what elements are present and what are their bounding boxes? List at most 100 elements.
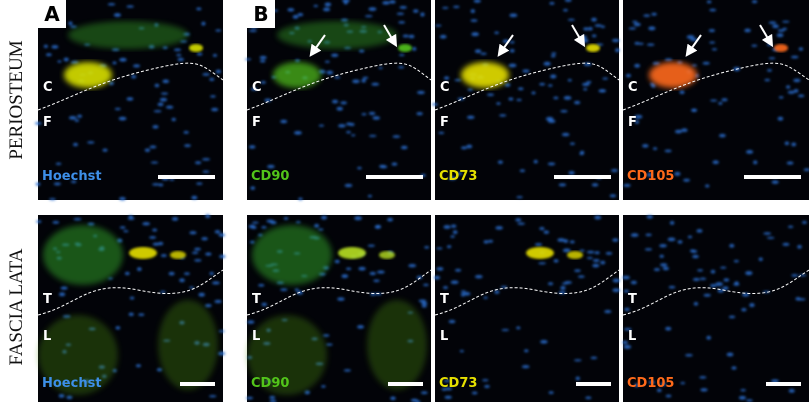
nucleus [567, 18, 575, 21]
nucleus [60, 286, 68, 290]
nucleus [509, 13, 518, 18]
fibre-signal [38, 315, 118, 395]
nucleus [803, 168, 809, 172]
nucleus [160, 254, 167, 258]
nucleus [210, 95, 216, 98]
nucleus [436, 247, 443, 250]
nucleus [421, 301, 428, 306]
nucleus [211, 107, 219, 112]
nucleus [293, 130, 302, 135]
nucleus [337, 297, 345, 301]
nucleus [579, 152, 584, 156]
nucleus [138, 313, 145, 316]
fibre-signal [68, 21, 188, 49]
nucleus [585, 396, 592, 400]
nucleus [260, 81, 266, 84]
nucleus [467, 88, 473, 91]
image-panel: C F CD73 [432, 0, 620, 200]
micrograph [435, 0, 619, 200]
vessel-signal [526, 247, 554, 259]
nucleus [183, 272, 190, 276]
nucleus [334, 76, 341, 79]
panel-label-box [38, 0, 66, 28]
nucleus [159, 97, 168, 102]
nucleus [189, 231, 197, 235]
nucleus [368, 134, 377, 137]
nucleus [728, 315, 736, 319]
nucleus [744, 28, 751, 33]
nucleus [334, 259, 340, 264]
vessel-signal [774, 44, 788, 52]
nucleus [123, 230, 129, 233]
nucleus [652, 61, 660, 66]
nucleus [259, 55, 267, 60]
nucleus [579, 249, 585, 252]
nucleus [454, 79, 462, 82]
nucleus [157, 102, 164, 107]
nucleus [471, 32, 479, 37]
nucleus [35, 182, 41, 186]
nucleus [294, 288, 299, 292]
nucleus [436, 267, 444, 271]
nucleus [791, 142, 797, 147]
nucleus [55, 162, 62, 165]
nucleus [753, 160, 758, 165]
nucleus [574, 269, 581, 273]
nucleus [786, 85, 791, 89]
nucleus [211, 281, 220, 285]
nucleus [368, 7, 377, 11]
nucleus [149, 236, 157, 239]
nucleus [633, 22, 641, 27]
nucleus [378, 66, 383, 70]
nucleus [664, 149, 672, 153]
nucleus [367, 194, 372, 198]
stain-label: Hoechst [42, 376, 102, 391]
nucleus [691, 109, 697, 112]
nucleus [450, 224, 457, 228]
region-label: L [43, 329, 51, 344]
nucleus [321, 385, 326, 388]
nucleus [346, 267, 352, 271]
nucleus [68, 115, 77, 120]
nucleus [131, 75, 137, 79]
nucleus [612, 288, 620, 293]
arrow [759, 24, 774, 48]
nucleus [745, 150, 754, 154]
nucleus [295, 59, 300, 63]
nucleus [250, 87, 258, 91]
nucleus [577, 275, 585, 278]
nucleus [152, 183, 160, 186]
nucleus [563, 239, 569, 243]
nucleus [758, 257, 763, 261]
nucleus [550, 74, 557, 79]
nucleus [177, 57, 184, 62]
nucleus [746, 399, 753, 402]
nucleus [325, 343, 333, 346]
nucleus [331, 53, 339, 58]
image-panel: C F CD90 [244, 0, 432, 201]
nucleus [152, 228, 158, 232]
nucleus [343, 369, 352, 372]
nucleus [438, 131, 445, 135]
nucleus [77, 114, 83, 118]
nucleus [604, 310, 612, 314]
nucleus [586, 81, 592, 84]
nucleus [683, 178, 690, 182]
region-label: T [252, 292, 261, 307]
nucleus [453, 5, 460, 9]
nucleus [87, 141, 95, 144]
nucleus [646, 172, 653, 177]
nucleus [416, 90, 425, 95]
nucleus [667, 237, 676, 242]
boundary [246, 269, 432, 316]
nucleus [115, 326, 121, 330]
nucleus [594, 24, 602, 27]
nucleus [680, 382, 685, 385]
nucleus [692, 278, 700, 281]
nucleus [495, 226, 503, 230]
nucleus [622, 275, 631, 280]
nucleus [364, 15, 373, 18]
nucleus [561, 132, 570, 137]
nucleus [612, 278, 620, 283]
nucleus [338, 124, 346, 128]
